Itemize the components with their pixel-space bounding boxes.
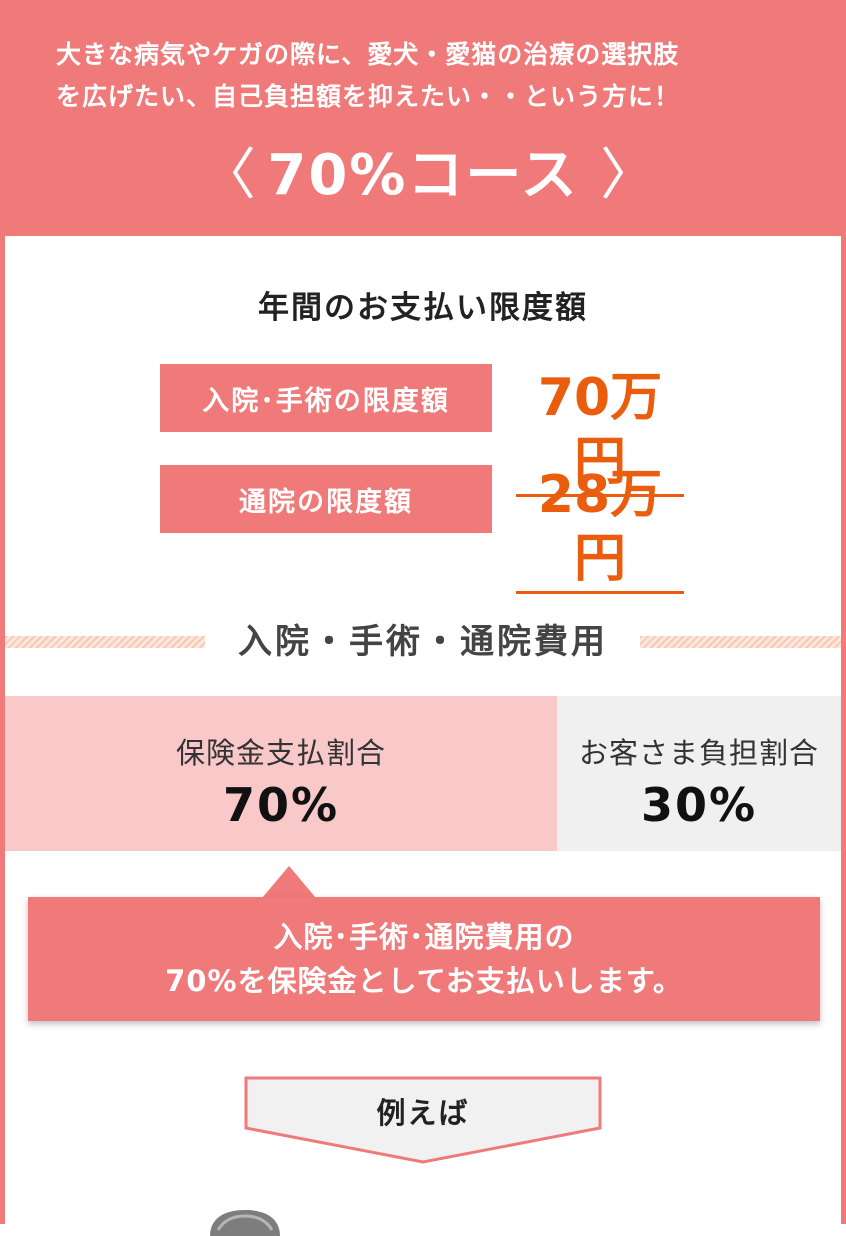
costs-section-title: 入院・手術・通院費用 bbox=[0, 618, 846, 666]
course-header: 大きな病気やケガの際に、愛犬・愛猫の治療の選択肢 を広げたい、自己負担額を抑えた… bbox=[0, 0, 846, 236]
outpatient-limit-label: 通院の限度額 bbox=[160, 465, 492, 533]
chevron-left-icon: 〈 bbox=[199, 143, 258, 208]
callout-line-2: 70%を保険金としてお支払いします。 bbox=[165, 964, 683, 998]
insurance-ratio-label: 保険金支払割合 bbox=[175, 736, 386, 770]
dog-illustration-icon bbox=[210, 1210, 280, 1236]
hospital-surgery-limit-value: 70万円 bbox=[516, 366, 684, 497]
chevron-right-icon: 〉 bbox=[600, 143, 659, 208]
title-stripe-left bbox=[5, 636, 205, 648]
insurance-ratio-value: 70% bbox=[222, 778, 340, 832]
callout-pointer bbox=[262, 866, 316, 898]
callout-line-1: 入院･手術･通院費用の bbox=[273, 920, 575, 954]
customer-ratio-label: お客さま負担割合 bbox=[578, 736, 819, 770]
example-arrow-shape bbox=[244, 1076, 602, 1164]
hospital-surgery-limit-label: 入院･手術の限度額 bbox=[160, 364, 492, 432]
title-stripe-right bbox=[640, 636, 841, 648]
example-label: 例えば bbox=[376, 1096, 470, 1130]
customer-ratio-box: お客さま負担割合 30% bbox=[557, 696, 841, 851]
intro-line-2: を広げたい、自己負担額を抑えたい・・という方に！ bbox=[56, 82, 681, 111]
annual-limit-title: 年間のお支払い限度額 bbox=[258, 290, 588, 326]
insurance-ratio-box: 保険金支払割合 70% bbox=[5, 696, 557, 851]
course-title-text: 70%コース bbox=[267, 143, 579, 208]
payment-callout: 入院･手術･通院費用の 70%を保険金としてお支払いします。 bbox=[28, 897, 820, 1021]
intro-text: 大きな病気やケガの際に、愛犬・愛猫の治療の選択肢 を広げたい、自己負担額を抑えた… bbox=[56, 34, 816, 118]
outpatient-limit-value: 28万円 bbox=[516, 463, 684, 594]
customer-ratio-value: 30% bbox=[640, 778, 758, 832]
costs-section-title-text: 入院・手術・通院費用 bbox=[238, 622, 608, 662]
course-title: 〈 70%コース 〉 bbox=[0, 130, 846, 211]
intro-line-1: 大きな病気やケガの際に、愛犬・愛猫の治療の選択肢 bbox=[56, 40, 680, 69]
example-banner: 例えば bbox=[244, 1076, 602, 1164]
